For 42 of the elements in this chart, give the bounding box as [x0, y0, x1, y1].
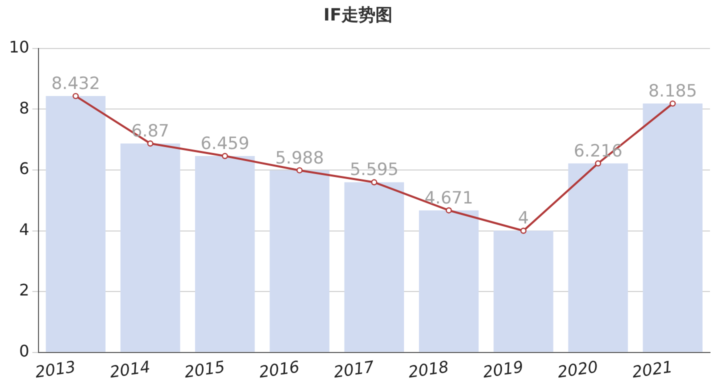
- x-tick-label: 2020: [556, 357, 600, 382]
- point: [147, 140, 154, 147]
- data-label: 5.988: [275, 148, 324, 168]
- x-tick-label: 2013: [34, 357, 77, 382]
- y-tick-label: 0: [19, 341, 30, 360]
- data-label: 5.595: [350, 160, 399, 180]
- bar: [568, 163, 628, 352]
- bar: [642, 104, 703, 352]
- data-label: 8.432: [51, 74, 100, 94]
- point: [670, 100, 676, 107]
- bar: [195, 156, 255, 352]
- bar: [494, 230, 554, 352]
- data-label: 8.185: [648, 81, 698, 102]
- x-tick-label: 2015: [183, 357, 226, 382]
- bar: [120, 144, 180, 352]
- bar: [418, 210, 479, 352]
- data-label: 6.459: [200, 134, 250, 154]
- data-label: 6.87: [131, 121, 170, 142]
- bar: [46, 96, 106, 352]
- chart-title: IF走势图: [324, 6, 392, 26]
- x-tick-label: 2018: [407, 357, 450, 382]
- point: [222, 152, 228, 160]
- point: [520, 228, 527, 234]
- bar: [270, 170, 330, 352]
- y-tick-label: 6: [19, 159, 30, 178]
- x-tick-label: 2021: [630, 357, 674, 382]
- x-tick-label: 2017: [332, 356, 376, 382]
- bar: [344, 182, 404, 352]
- y-tick-label: 2: [19, 280, 30, 300]
- point: [446, 207, 452, 214]
- x-tick-label: 2014: [108, 357, 152, 382]
- point: [371, 179, 378, 186]
- data-label: 4: [518, 208, 529, 229]
- x-tick-label: 2016: [258, 357, 301, 382]
- point: [296, 167, 303, 174]
- x-tick-label: 2019: [482, 357, 525, 382]
- point: [594, 160, 602, 167]
- y-tick-label: 8: [19, 98, 30, 118]
- y-tick-label: 10: [9, 38, 30, 57]
- y-tick-label: 4: [19, 220, 30, 239]
- point: [72, 92, 79, 100]
- data-label: 4.671: [424, 188, 474, 208]
